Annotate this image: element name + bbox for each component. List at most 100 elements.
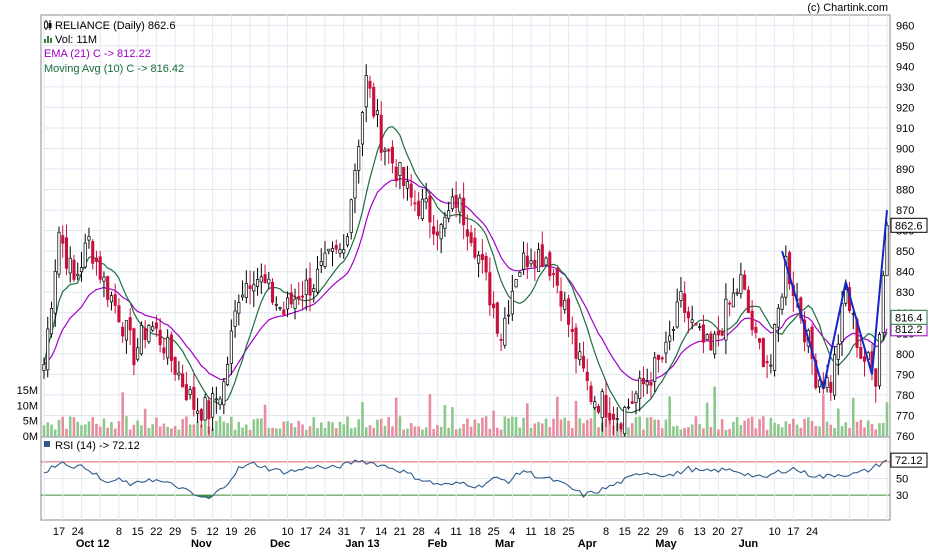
volume-bar	[372, 427, 376, 436]
candle-body	[241, 294, 245, 298]
volume-bar	[541, 423, 544, 436]
volume-bar	[660, 428, 664, 436]
volume-bar	[323, 428, 327, 436]
volume-bar	[289, 423, 293, 436]
candle-body	[585, 371, 589, 382]
volume-bar	[638, 416, 642, 436]
candle-body	[495, 302, 499, 334]
volume-bar	[72, 417, 76, 436]
candle-body	[465, 229, 469, 237]
volume-bar	[739, 425, 743, 436]
volume-bar	[226, 423, 229, 436]
candle-body	[184, 384, 188, 401]
candle-body	[128, 317, 132, 331]
volume-bar	[102, 418, 106, 436]
volume-bar	[263, 404, 267, 436]
candle-body	[173, 357, 177, 375]
candle-body	[548, 252, 552, 277]
candle-body	[222, 381, 226, 406]
volume-bar	[46, 422, 50, 436]
volume-bar	[735, 416, 739, 436]
candle-body	[357, 146, 361, 171]
candle-body	[668, 335, 672, 342]
volume-bar	[657, 419, 660, 436]
trend-lines	[781, 210, 888, 390]
candle-body	[698, 326, 702, 328]
volume-bar	[185, 416, 188, 436]
volume-bar	[443, 404, 447, 436]
volume-bar	[95, 423, 98, 436]
volume-bar	[664, 419, 668, 436]
volume-bar	[563, 417, 567, 436]
volume-bar	[720, 419, 724, 436]
candle-body	[49, 308, 54, 335]
volume-bar	[282, 421, 286, 436]
candle-body	[57, 231, 61, 275]
x-day-label: 18	[469, 526, 481, 538]
x-month-label: Jun	[739, 538, 759, 550]
volume-bar	[526, 403, 529, 436]
candle-body	[233, 310, 237, 327]
x-day-label: 24	[319, 526, 331, 538]
candle-body	[473, 237, 477, 258]
candle-body	[758, 338, 762, 343]
ma-value-label-box	[890, 309, 928, 325]
volume-bar	[488, 428, 492, 436]
volume-bar	[368, 425, 372, 436]
candle-body	[428, 195, 432, 223]
price-tick-label: 960	[896, 20, 914, 32]
candle-body	[671, 329, 675, 331]
volume-bar	[713, 386, 716, 436]
candle-body	[739, 274, 743, 294]
candle-body	[709, 333, 713, 351]
volume-bar	[136, 420, 139, 436]
candle-body	[196, 410, 200, 414]
volume-bar	[151, 424, 154, 436]
volume-bar	[166, 426, 169, 436]
candle-body	[151, 326, 155, 331]
volume-bar	[203, 416, 207, 436]
x-day-label: 11	[450, 526, 461, 538]
volume-bar	[578, 418, 582, 436]
candle-body	[327, 248, 331, 252]
price-tick-label: 920	[896, 102, 914, 114]
candle-body	[98, 256, 102, 280]
candle-body	[859, 347, 863, 359]
volume-bar	[630, 423, 634, 436]
candle-body	[61, 235, 65, 244]
ema-line	[43, 178, 888, 382]
volume-bar	[518, 427, 522, 436]
candle-body	[761, 338, 765, 368]
volume-bar	[357, 419, 361, 436]
candle-body	[746, 289, 750, 314]
volume-bar	[514, 416, 518, 436]
x-day-label: 24	[806, 526, 818, 538]
price-tick-label: 790	[896, 369, 914, 381]
volume-bar	[784, 421, 788, 436]
volume-bar	[170, 428, 173, 436]
volume-bar	[338, 421, 342, 436]
volume-bar	[825, 421, 829, 436]
volume-bar	[391, 426, 394, 436]
volume-bar	[822, 394, 825, 436]
volume-bar	[188, 424, 192, 436]
candle-body	[244, 283, 248, 298]
volume-bar	[758, 418, 761, 436]
candle-body	[514, 279, 518, 288]
volume-bar	[810, 420, 814, 436]
candle-body	[578, 351, 582, 361]
candle-body	[409, 183, 413, 198]
volume-bar	[436, 425, 439, 436]
candle-body	[724, 298, 728, 341]
candle-body	[154, 322, 158, 329]
candle-body	[121, 326, 125, 337]
volume-bar	[795, 424, 799, 436]
candle-body	[750, 310, 754, 331]
volume-bar	[271, 427, 274, 436]
volume-bar	[829, 424, 833, 436]
candle-body	[207, 400, 211, 420]
candle-body	[529, 260, 533, 265]
candle-body	[510, 290, 514, 315]
volume-bar	[567, 420, 570, 436]
candle-body	[773, 323, 777, 371]
